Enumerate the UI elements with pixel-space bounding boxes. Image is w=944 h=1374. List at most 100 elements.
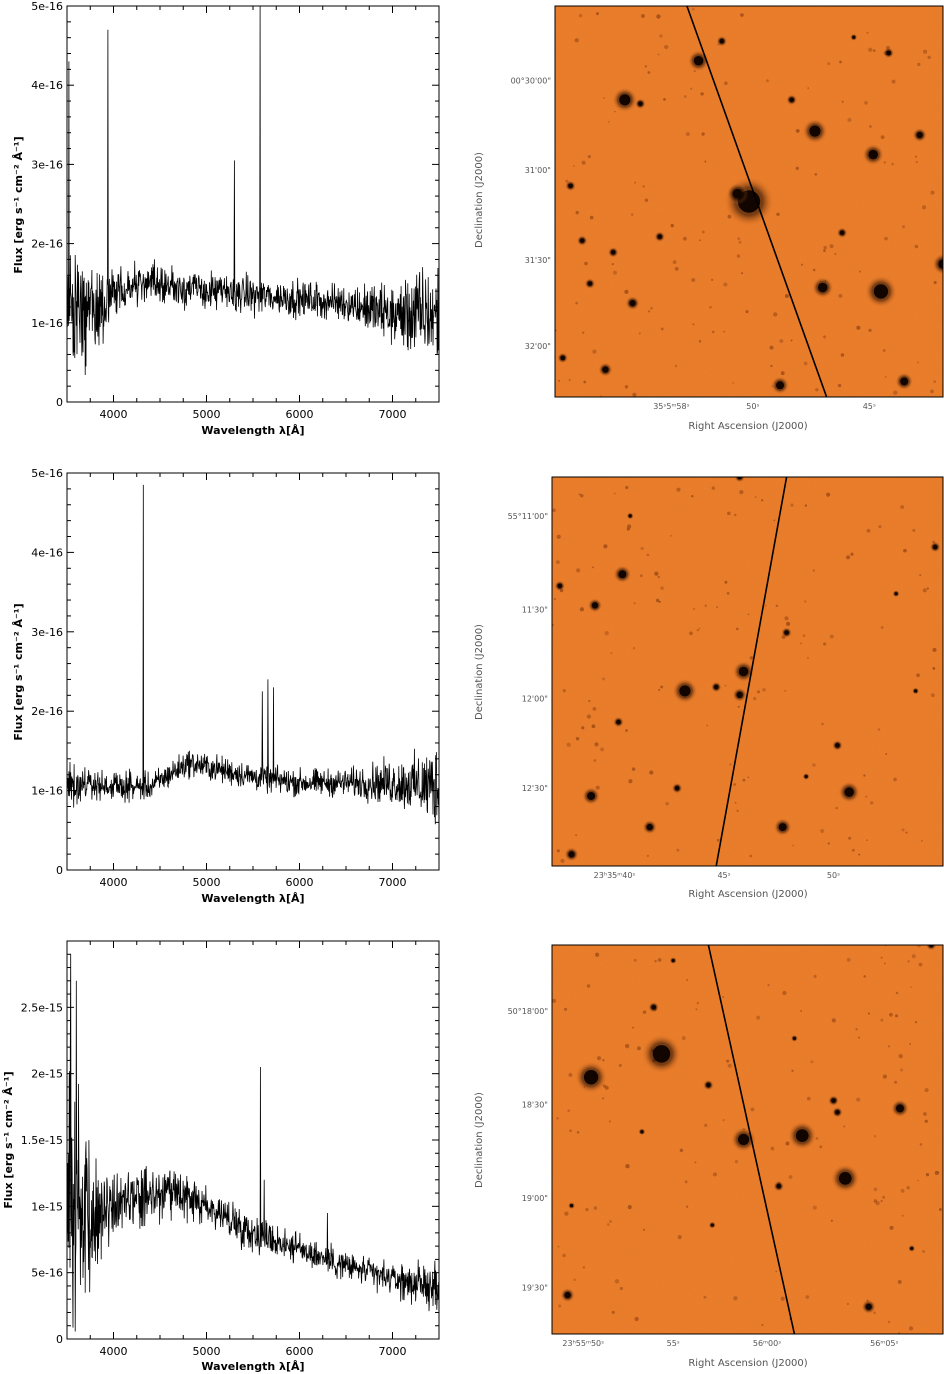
faint-source [631,767,636,771]
faint-source [893,777,897,782]
faint-source [552,508,556,513]
faint-source [592,706,597,711]
dec-tick-label: 55°11'00" [508,512,548,521]
faint-source [682,236,687,241]
faint-source [737,237,741,241]
y-axis-label: Flux [erg s⁻¹ cm⁻² Å⁻¹] [12,136,25,273]
faint-source [788,1175,793,1179]
faint-source [691,278,696,283]
star [674,785,680,791]
faint-source [917,1179,919,1182]
x-tick-label: 4000 [100,1345,128,1358]
faint-source [770,364,773,368]
faint-source [646,553,650,557]
faint-source [556,534,561,539]
faint-source [873,1187,878,1192]
faint-source [727,1063,732,1068]
faint-source [901,828,905,832]
faint-source [630,213,634,216]
star [568,183,573,189]
faint-source [752,696,757,701]
x-tick-label: 7000 [379,408,407,421]
faint-source [723,330,726,333]
faint-source [917,62,921,67]
faint-source [930,190,935,195]
faint-source [819,1145,823,1149]
faint-source [607,1223,610,1226]
faint-source [803,600,807,603]
star-halo [734,477,746,483]
x-tick-label: 7000 [379,1345,407,1358]
faint-source [866,528,871,533]
faint-source [813,974,817,978]
faint-source [609,1220,612,1223]
ra-tick-label: 55ˢ [667,1339,680,1348]
faint-source [681,1036,686,1040]
faint-source [726,592,730,595]
faint-source [895,1014,899,1018]
faint-source [908,1326,914,1331]
spectrum-panel-3: Wavelength λ[Å] Flux [erg s⁻¹ cm⁻² Å⁻¹] … [2,940,440,1373]
faint-source [800,1010,803,1012]
faint-source [655,598,660,603]
faint-source [790,503,794,507]
faint-source [726,1059,730,1063]
faint-source [727,511,731,516]
faint-source [747,613,750,616]
faint-source [670,223,674,228]
star [610,249,616,255]
faint-source [895,991,899,995]
faint-source [866,839,868,842]
star [560,355,566,361]
y-tick-label: 2e-16 [31,705,63,718]
faint-source [659,34,663,38]
faint-source [815,388,819,392]
faint-source [632,647,636,650]
faint-source [804,504,808,507]
faint-source [613,110,616,113]
faint-source [703,1295,707,1299]
star [579,238,585,244]
faint-source [584,261,588,266]
faint-source [596,1056,602,1061]
faint-source [701,230,705,234]
faint-source [864,100,868,105]
faint-source [664,44,669,50]
faint-source [558,1304,562,1308]
faint-source [880,956,883,959]
faint-source [806,1096,811,1101]
faint-source [642,1010,647,1014]
faint-source [724,580,728,584]
faint-source [907,960,910,963]
faint-source [742,778,746,782]
star [835,1109,840,1115]
faint-source [600,747,605,752]
faint-source [625,729,628,732]
faint-source [764,604,767,607]
faint-source [807,87,810,89]
dec-tick-label: 00°30'00" [511,76,551,85]
faint-source [780,371,785,376]
faint-source [867,1012,870,1015]
faint-source [917,945,921,948]
ra-tick-label: 50ˢ [827,871,840,880]
faint-source [580,493,584,498]
faint-source [704,1123,708,1127]
faint-source [883,962,886,965]
star [844,787,854,797]
faint-source [602,1058,605,1062]
faint-source [585,1207,589,1212]
faint-source [644,65,647,68]
faint-source [738,240,742,244]
y-tick-label: 2e-16 [31,238,63,251]
star [587,281,593,287]
faint-source [926,587,930,590]
faint-source [812,268,816,272]
faint-source [566,742,571,747]
faint-source [595,785,600,790]
faint-source [583,380,587,384]
faint-source [897,1280,902,1284]
faint-source [660,586,664,590]
faint-source [611,262,614,266]
faint-source [823,249,826,252]
